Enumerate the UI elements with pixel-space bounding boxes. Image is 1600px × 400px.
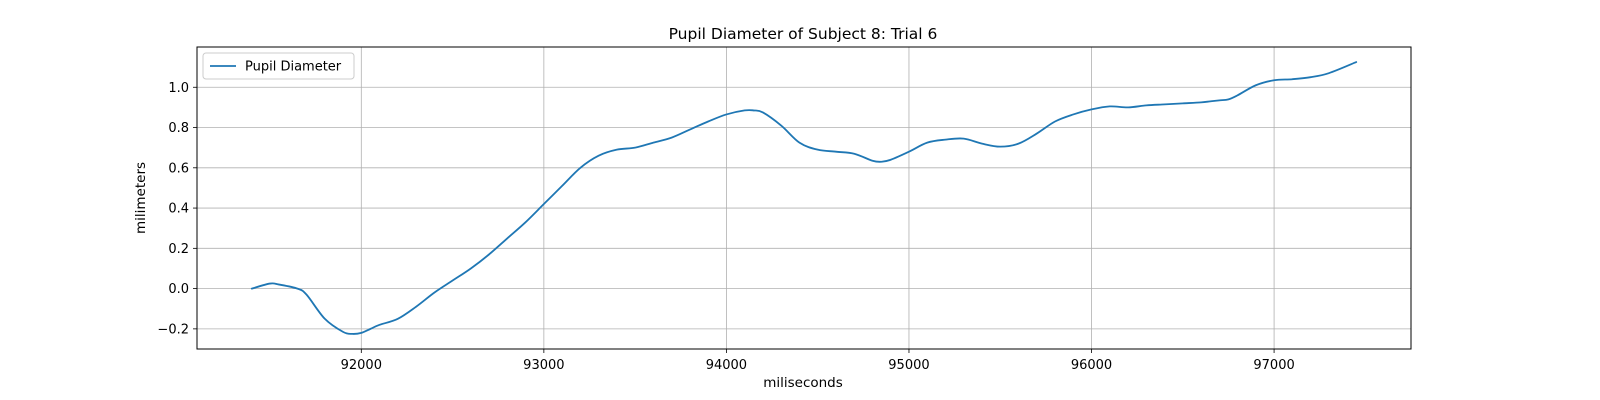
- x-axis: 92000 93000 94000 95000 96000 97000: [341, 349, 1295, 373]
- x-axis-title: miliseconds: [763, 375, 843, 391]
- y-tick-label: 0.8: [168, 121, 189, 136]
- plot-frame: [196, 46, 1412, 350]
- y-tick-label: 0.0: [168, 282, 189, 297]
- y-tick-label: 0.6: [168, 161, 189, 176]
- x-tick-label: 97000: [1253, 358, 1294, 373]
- x-tick-label: 95000: [888, 358, 929, 373]
- x-tick-label: 96000: [1071, 358, 1112, 373]
- y-tick-label: −0.2: [157, 322, 189, 337]
- series-line-pupil-diameter: [250, 61, 1358, 335]
- y-tick-label: 1.0: [168, 81, 189, 96]
- y-axis-title: milimeters: [133, 162, 149, 234]
- y-axis: −0.2 0.0 0.2 0.4 0.6 0.8 1.0: [157, 81, 197, 337]
- x-tick-label: 94000: [706, 358, 747, 373]
- legend-label: Pupil Diameter: [245, 60, 342, 75]
- y-tick-label: 0.2: [168, 242, 189, 257]
- x-tick-label: 93000: [523, 358, 564, 373]
- series-layer: [250, 61, 1358, 335]
- chart-title: Pupil Diameter of Subject 8: Trial 6: [669, 25, 938, 43]
- legend-box: [202, 52, 355, 80]
- y-tick-label: 0.4: [168, 202, 189, 217]
- legend: Pupil Diameter: [202, 52, 355, 80]
- x-tick-label: 92000: [341, 358, 382, 373]
- grid-lines: [197, 47, 1411, 349]
